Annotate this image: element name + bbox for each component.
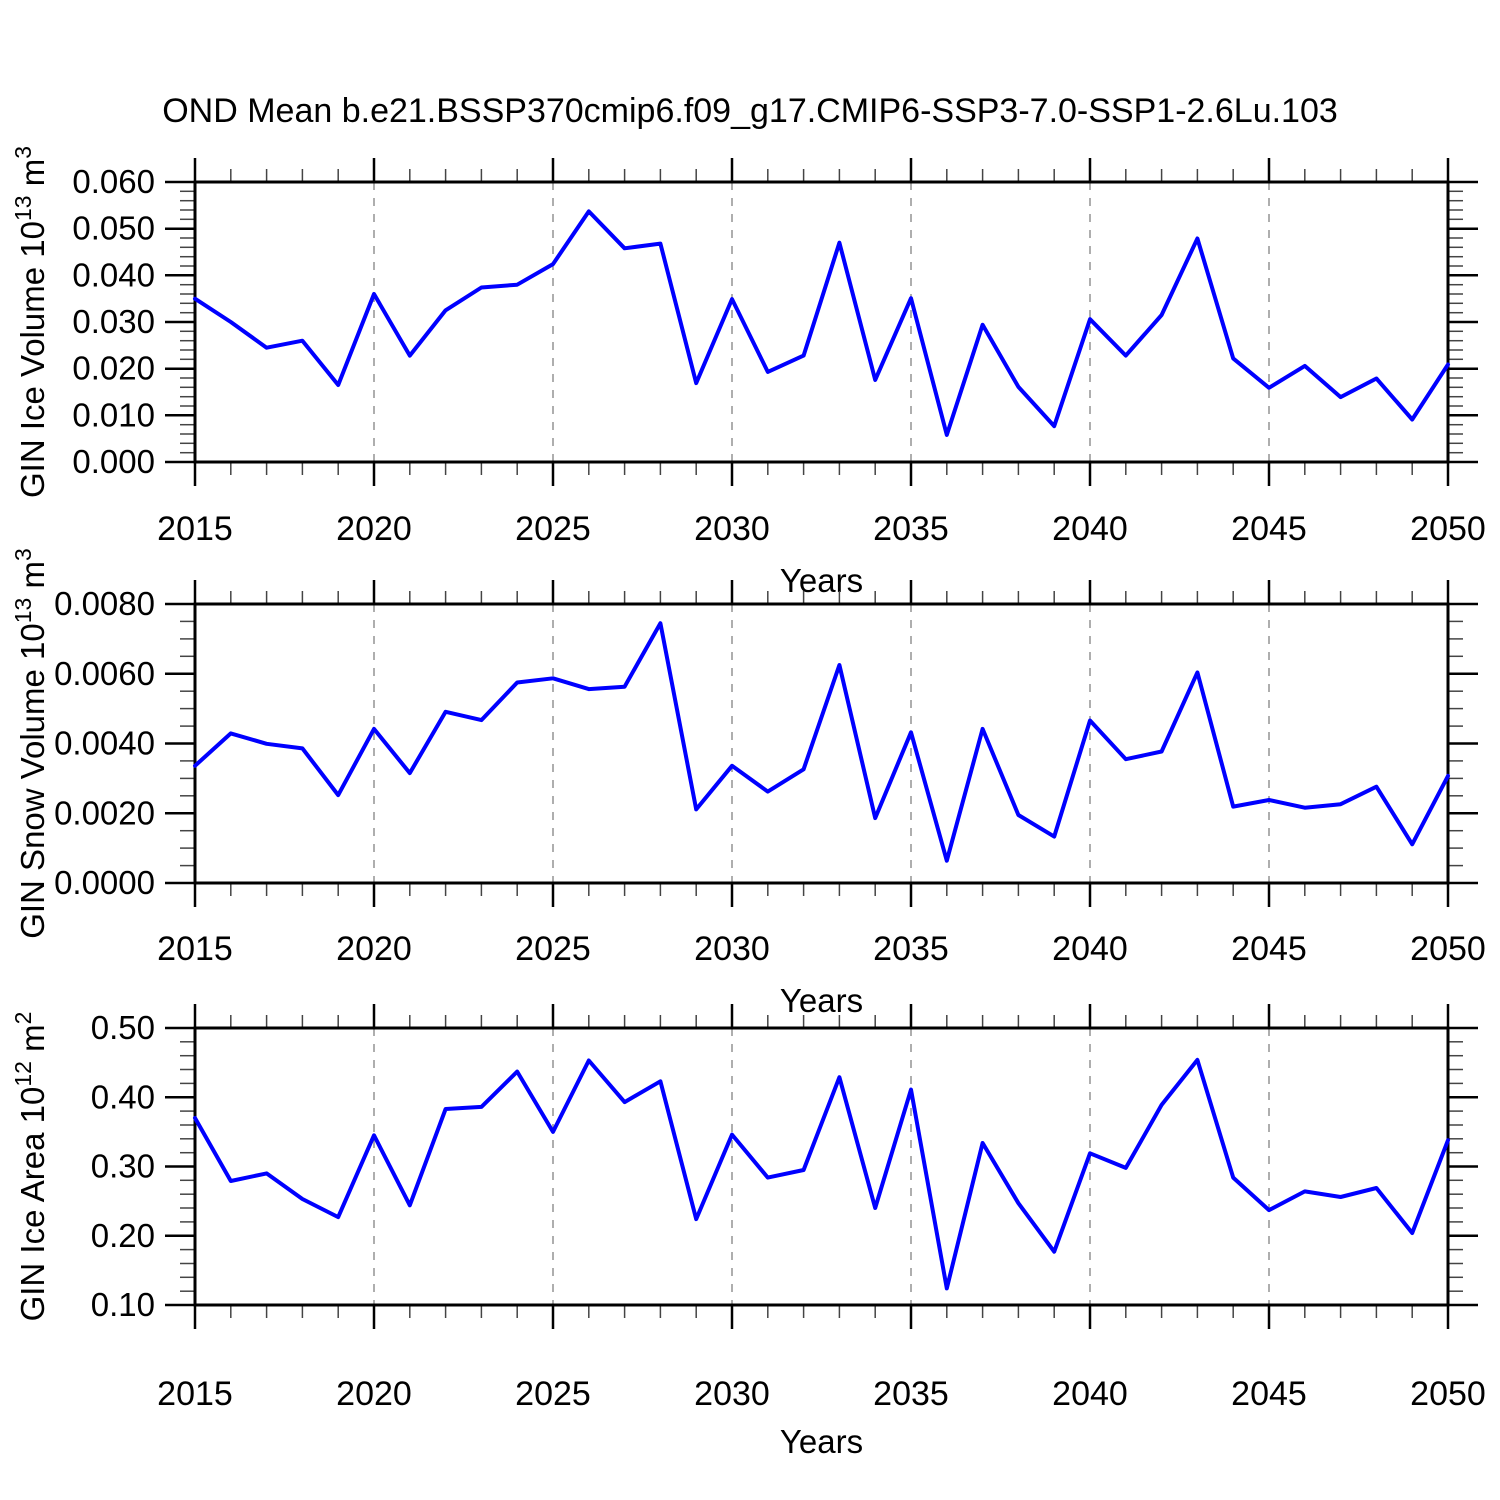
x-tick-label: 2045 [1231,510,1307,548]
chart-title: OND Mean b.e21.BSSP370cmip6.f09_g17.CMIP… [162,92,1338,130]
x-tick-label: 2035 [873,1375,949,1413]
x-tick-label: 2045 [1231,930,1307,968]
x-tick-label: 2040 [1052,510,1128,548]
y-axis-label: GIN Ice Area 1012 m2 [10,1012,51,1322]
data-line-series [193,621,1450,863]
y-tick-label: 0.060 [72,163,155,200]
y-tick-label: 0.50 [91,1009,155,1046]
x-tick-label: 2020 [336,930,412,968]
y-tick-label: 0.30 [91,1148,155,1185]
y-tick-label: 0.10 [91,1286,155,1323]
y-tick-label: 0.000 [72,443,155,480]
x-axis-label: Years [780,982,863,1019]
plot-frame [193,602,1450,885]
y-tick-label: 0.0040 [54,725,155,762]
x-tick-label: 2035 [873,930,949,968]
plot-frame [193,1026,1450,1307]
y-tick-label: 0.0000 [54,864,155,901]
x-tick-label: 2015 [157,930,233,968]
x-axis-label: Years [780,562,863,599]
x-tick-label: 2030 [694,930,770,968]
y-tick-label: 0.010 [72,396,155,433]
x-tick-label: 2030 [694,1375,770,1413]
data-line-series [193,1057,1450,1291]
data-line-series [193,209,1450,437]
x-tick-label: 2035 [873,510,949,548]
x-tick-label: 2025 [515,510,591,548]
y-tick-label: 0.040 [72,256,155,293]
x-tick-label: 2050 [1410,510,1486,548]
x-tick-label: 2020 [336,510,412,548]
y-axis-label: GIN Snow Volume 1013 m3 [10,548,51,939]
x-tick-label: 2015 [157,510,233,548]
x-tick-label: 2025 [515,1375,591,1413]
x-tick-label: 2020 [336,1375,412,1413]
y-tick-label: 0.40 [91,1078,155,1115]
y-tick-label: 0.050 [72,210,155,247]
x-tick-label: 2045 [1231,1375,1307,1413]
y-tick-label: 0.0060 [54,655,155,692]
y-tick-label: 0.030 [72,303,155,340]
x-tick-label: 2050 [1410,930,1486,968]
x-tick-label: 2015 [157,1375,233,1413]
y-tick-label: 0.020 [72,350,155,387]
x-tick-label: 2040 [1052,930,1128,968]
y-tick-label: 0.0020 [54,794,155,831]
x-tick-label: 2050 [1410,1375,1486,1413]
x-tick-label: 2030 [694,510,770,548]
y-axis-label: GIN Ice Volume 1013 m3 [10,146,51,498]
x-tick-label: 2025 [515,930,591,968]
x-tick-label: 2040 [1052,1375,1128,1413]
plot-frame [193,180,1450,464]
x-axis-label: Years [780,1423,863,1460]
y-tick-label: 0.0080 [54,585,155,622]
y-tick-label: 0.20 [91,1217,155,1254]
